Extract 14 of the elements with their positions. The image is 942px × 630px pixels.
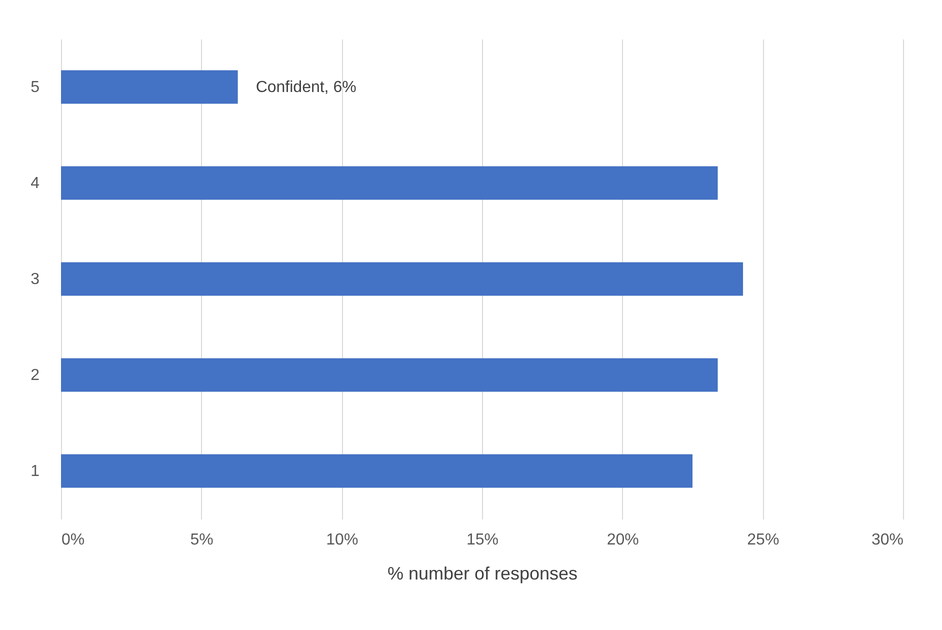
y-tick-label: 5 [30, 79, 40, 96]
annotation: Confident, 6% [256, 79, 356, 96]
x-tick-label: 5% [190, 532, 214, 548]
x-tick-label: 10% [326, 532, 358, 548]
x-tick-label: 30% [871, 532, 904, 548]
x-tick-label: 25% [747, 532, 780, 548]
x-tick-label: 20% [606, 532, 639, 548]
y-tick-label: 1 [30, 463, 40, 480]
y-tick-label: 4 [30, 175, 40, 192]
x-axis-title: % number of responses [387, 564, 578, 584]
x-tick-label: 15% [466, 532, 499, 548]
x-tick-label: 0% [62, 532, 85, 548]
y-tick-label: 2 [30, 367, 40, 384]
y-tick-label: 3 [30, 271, 40, 288]
